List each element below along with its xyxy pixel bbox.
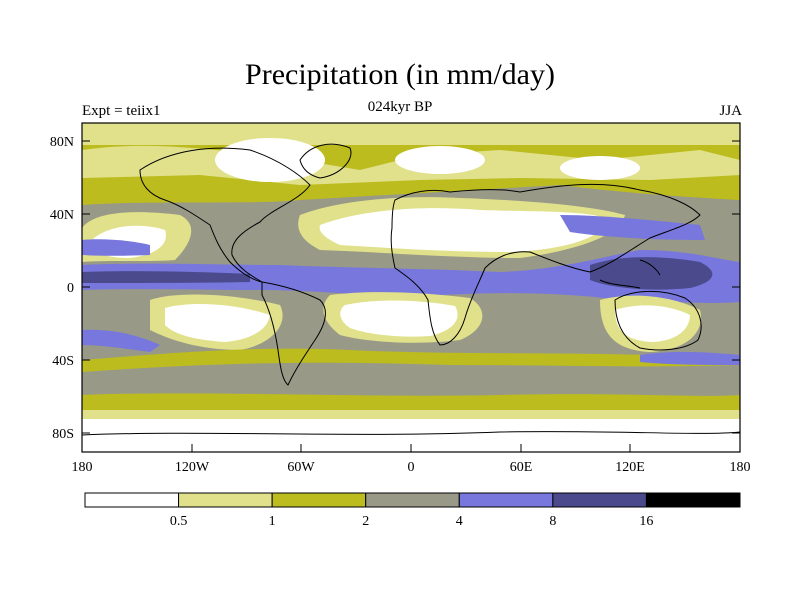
lat-tick-label: 0 xyxy=(67,281,74,296)
lon-tick-label: 60E xyxy=(510,460,533,475)
lon-tick-label: 120E xyxy=(615,460,645,475)
map-title: Precipitation (in mm/day) xyxy=(245,58,555,91)
experiment-label: Expt = teiix1 xyxy=(82,103,161,119)
colorbar-label: 0.5 xyxy=(170,514,188,529)
lon-tick-label: 60W xyxy=(287,460,315,475)
time-label: 024kyr BP xyxy=(367,99,433,115)
lat-tick-label: 40N xyxy=(50,208,74,223)
coastlines xyxy=(82,143,740,436)
colorbar-swatch xyxy=(645,492,741,508)
lon-tick-label: 120W xyxy=(175,460,210,475)
precip-field xyxy=(82,123,740,452)
lon-tick-label: 0 xyxy=(408,460,415,475)
colorbar-label: 4 xyxy=(456,514,463,529)
lat-tick-label: 80S xyxy=(52,427,74,442)
lat-tick-label: 40S xyxy=(52,354,74,369)
lat-tick-label: 80N xyxy=(50,135,74,150)
colorbar-swatch xyxy=(365,492,460,508)
colorbar-label: 2 xyxy=(362,514,369,529)
colorbar-swatch xyxy=(271,492,367,508)
lon-tick-label: 180 xyxy=(730,460,751,475)
colorbar-swatch xyxy=(84,492,180,508)
colorbar-label: 1 xyxy=(269,514,276,529)
colorbar-label: 16 xyxy=(639,514,653,529)
colorbar-swatch xyxy=(178,492,273,508)
lon-tick-label: 180 xyxy=(72,460,93,475)
axis-ticks xyxy=(81,140,741,452)
colorbar-swatch xyxy=(458,492,554,508)
season-label: JJA xyxy=(719,103,742,119)
colorbar-swatch xyxy=(552,492,647,508)
colorbar: 0.5 1 2 4 8 16 xyxy=(84,492,741,529)
colorbar-label: 8 xyxy=(549,514,556,529)
